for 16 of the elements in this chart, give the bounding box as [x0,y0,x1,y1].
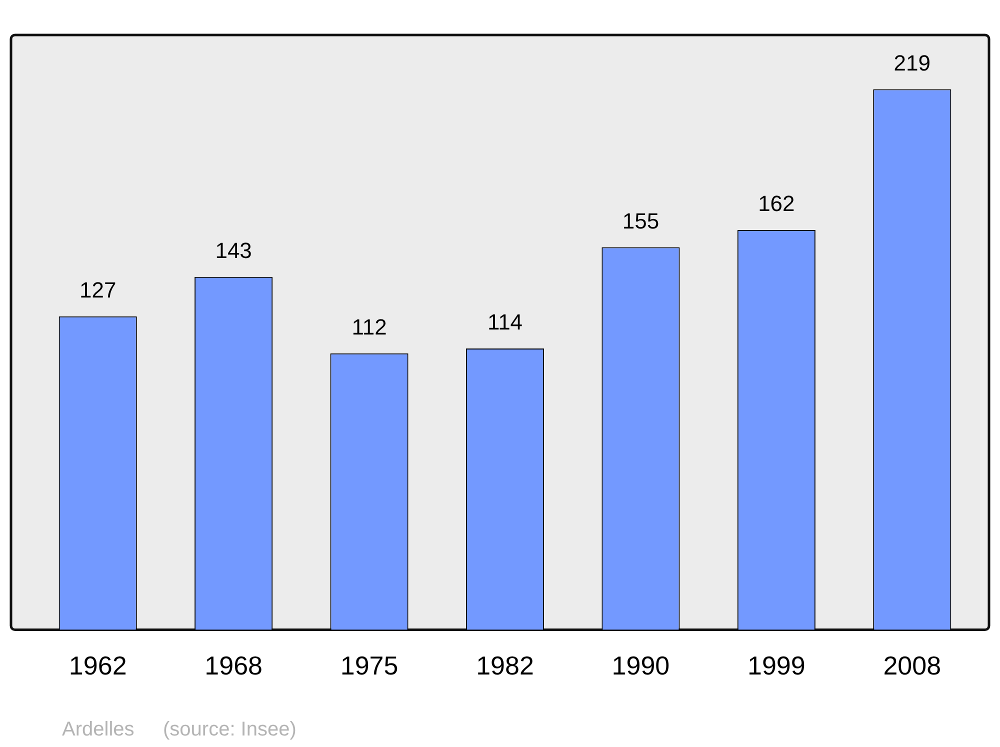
x-tick-label: 1962 [68,650,127,681]
data-label: 127 [80,277,116,302]
x-tick-label: 1990 [612,650,670,681]
x-tick-label: 1982 [476,650,534,681]
x-tick-label: 1975 [340,650,398,681]
text: Ardelles [62,718,134,741]
data-label: 155 [622,208,660,234]
x-tick-label: 1999 [748,650,806,681]
x-tick-label: 2008 [883,650,942,681]
data-label: 114 [487,310,523,335]
data-label: 219 [894,50,930,76]
data-label: 162 [758,191,795,216]
x-tick-label: 1968 [204,650,262,681]
data-label: 112 [352,314,387,340]
text: (source: Insee) [163,718,296,741]
data-label: 143 [215,238,252,263]
